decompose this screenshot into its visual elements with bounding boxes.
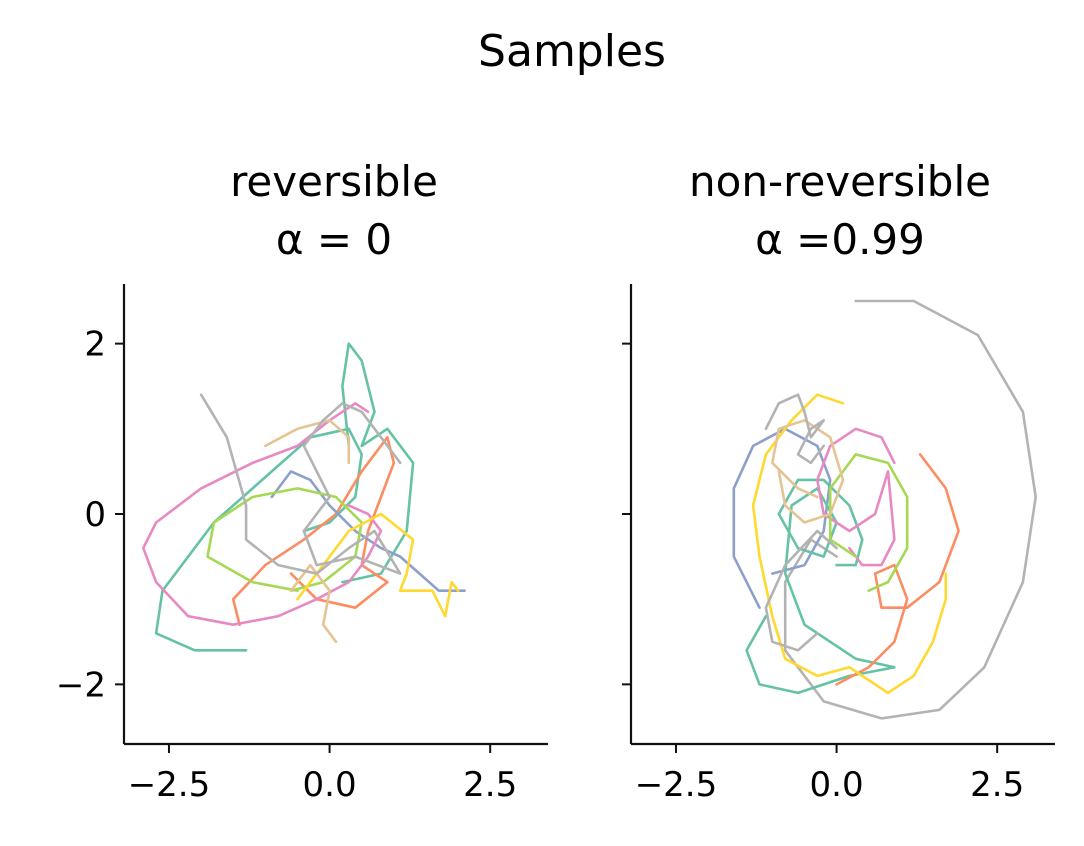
panel-title-line2: α =0.99 bbox=[755, 215, 925, 264]
series-line-tan2 bbox=[264, 419, 351, 465]
series-line-tan bbox=[771, 419, 845, 524]
x-tick-label: 0.0 bbox=[810, 765, 864, 805]
tick-layer: −2.5 0.0 2.5 bbox=[622, 342, 1024, 805]
panel-title-line2: α = 0 bbox=[276, 215, 392, 264]
series-layer bbox=[142, 342, 466, 652]
series-line-yellow bbox=[751, 393, 948, 695]
series-line-teal bbox=[745, 478, 896, 695]
x-tick-label: 2.5 bbox=[463, 765, 517, 805]
panel-title-line1: non-reversible bbox=[689, 157, 991, 206]
series-line-pink bbox=[142, 402, 383, 626]
series-line-tan bbox=[289, 563, 338, 644]
series-line-pink bbox=[816, 427, 896, 567]
x-tick-label: −2.5 bbox=[128, 765, 211, 805]
series-line-teal bbox=[154, 427, 363, 652]
series-line-green bbox=[206, 487, 363, 592]
series-line-gray-big bbox=[783, 299, 1037, 720]
series-line-orange bbox=[835, 453, 960, 686]
series-line-blue bbox=[732, 427, 832, 609]
x-tick-label: 0.0 bbox=[303, 765, 357, 805]
panel-reversible: reversible α = 0 −2.5 0.0 2.5 −2 0 2 bbox=[56, 157, 548, 805]
figure-suptitle: Samples bbox=[478, 26, 666, 77]
series-line-gray bbox=[199, 393, 402, 575]
y-tick-label: −2 bbox=[56, 665, 106, 705]
series-line-blue bbox=[270, 470, 466, 592]
series-line-orange bbox=[231, 436, 396, 626]
panel-title-line1: reversible bbox=[230, 157, 438, 206]
x-tick-label: −2.5 bbox=[635, 765, 718, 805]
y-tick-label: 2 bbox=[84, 325, 106, 365]
series-line-teal2 bbox=[341, 342, 415, 584]
panel-non-reversible: non-reversible α =0.99 −2.5 0.0 2.5 bbox=[622, 157, 1055, 805]
series-line-green bbox=[828, 453, 909, 592]
series-line-gray-small bbox=[764, 393, 825, 465]
series-line-yellow bbox=[296, 512, 460, 618]
series-line-gray-low bbox=[764, 529, 838, 652]
tick-layer: −2.5 0.0 2.5 −2 0 2 bbox=[56, 325, 517, 805]
series-layer bbox=[732, 299, 1037, 720]
y-tick-label: 0 bbox=[84, 495, 106, 535]
x-tick-label: 2.5 bbox=[970, 765, 1024, 805]
